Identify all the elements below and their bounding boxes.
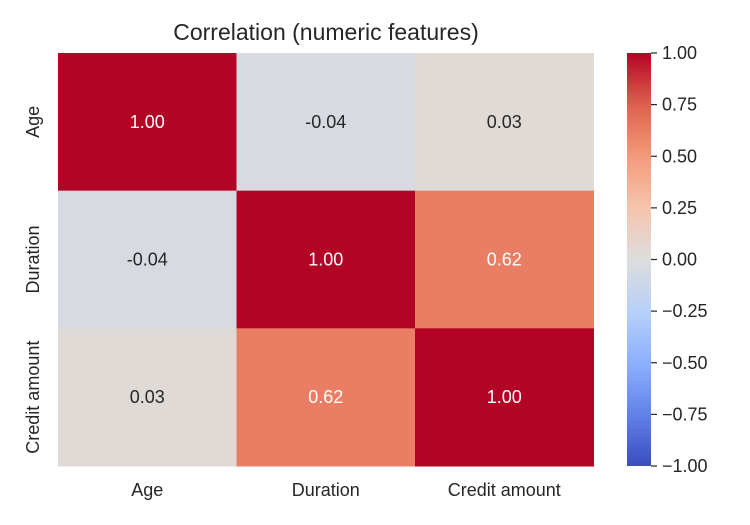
y-tick-label: Duration: [23, 225, 43, 293]
y-axis-tick-labels: Age Duration Credit amount: [23, 106, 43, 454]
heatmap-cell: [58, 328, 237, 467]
heatmap-annotations: 1.00 -0.04 0.03 -0.04 1.00 0.62 0.03 0.62 1.00: [127, 112, 522, 407]
y-tick-label: Age: [23, 106, 43, 138]
cell-annotation: -0.04: [127, 250, 168, 270]
chart-title: Correlation (numeric features): [173, 19, 479, 45]
y-tick-label: Credit amount: [23, 341, 43, 454]
heatmap-cell: [58, 190, 237, 329]
colorbar-tick-label: −1.00: [662, 456, 708, 476]
heatmap-cell: [58, 53, 237, 192]
cell-annotation: 1.00: [130, 112, 165, 132]
heatmap-cell: [236, 190, 416, 329]
x-tick-label: Age: [131, 480, 163, 500]
colorbar-tick-label: −0.75: [662, 404, 708, 424]
cell-annotation: -0.04: [305, 112, 346, 132]
colorbar-tick-label: −0.50: [662, 353, 708, 373]
cell-annotation: 1.00: [308, 250, 343, 270]
colorbar-tick-label: 0.75: [662, 95, 697, 115]
colorbar-tick-label: −0.25: [662, 301, 708, 321]
cell-annotation: 0.62: [308, 387, 343, 407]
colorbar-tick-label: 0.00: [662, 250, 697, 270]
heatmap-cell: [415, 328, 594, 467]
cell-annotation: 0.62: [487, 250, 522, 270]
heatmap-cell: [415, 190, 594, 329]
heatmap-cell: [236, 53, 416, 192]
colorbar-tick-label: 1.00: [662, 43, 697, 63]
colorbar-tick-label: 0.50: [662, 146, 697, 166]
cell-annotation: 0.03: [130, 387, 165, 407]
heatmap-cell: [236, 328, 416, 467]
colorbar: [627, 53, 651, 466]
cell-annotation: 1.00: [487, 387, 522, 407]
heatmap-cell: [415, 53, 594, 192]
x-tick-label: Credit amount: [448, 480, 561, 500]
colorbar-ticks: 1.00 0.75 0.50 0.25 0.00 −0.25 −0.50 −0.75 −1.00: [651, 43, 708, 476]
x-axis-tick-labels: Age Duration Credit amount: [131, 480, 561, 500]
x-tick-label: Duration: [292, 480, 360, 500]
colorbar-tick-label: 0.25: [662, 198, 697, 218]
cell-annotation: 0.03: [487, 112, 522, 132]
heatmap-cells: [58, 53, 594, 467]
